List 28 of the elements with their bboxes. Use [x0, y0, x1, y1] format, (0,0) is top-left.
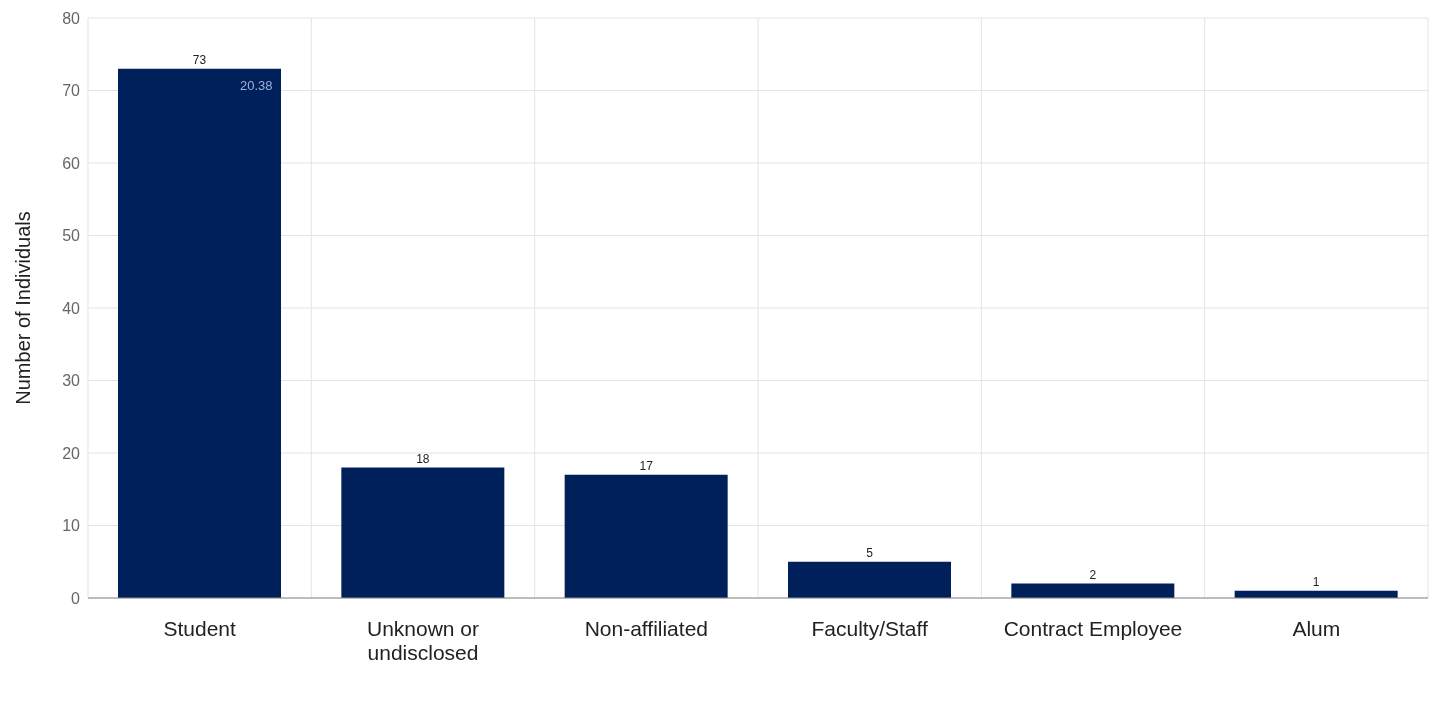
data-label: 5	[866, 545, 874, 560]
y-tick-label: 20	[62, 444, 81, 462]
annotation: 20.38	[240, 78, 273, 93]
x-tick-label: Student	[163, 617, 237, 640]
y-tick-label: 60	[62, 154, 81, 172]
x-tick-label: Alum	[1292, 617, 1341, 640]
bar	[341, 467, 505, 598]
y-axis-title: Number of Individuals	[12, 211, 35, 405]
data-label: 17	[639, 458, 654, 473]
y-tick-label: 50	[62, 227, 81, 245]
y-tick-label: 0	[71, 589, 81, 607]
x-tick-label: Contract Employee	[1003, 617, 1183, 640]
x-tick-label: Non-affiliated	[584, 617, 709, 640]
bar	[1011, 583, 1175, 598]
data-label: 2	[1089, 567, 1097, 582]
x-tick-label: Unknown or undisclosed	[366, 617, 480, 664]
y-tick-label: 10	[62, 517, 81, 535]
y-tick-label: 40	[62, 299, 81, 317]
y-tick-label: 80	[62, 9, 81, 27]
bar	[118, 68, 281, 598]
data-label: 73	[192, 52, 207, 67]
y-tick-label: 30	[62, 372, 81, 390]
bar	[564, 474, 728, 598]
y-tick-label: 70	[62, 82, 81, 100]
x-tick-label: Faculty/Staff	[811, 617, 928, 640]
data-label: 1	[1312, 574, 1320, 589]
data-label: 18	[416, 451, 430, 466]
bar	[788, 561, 951, 598]
